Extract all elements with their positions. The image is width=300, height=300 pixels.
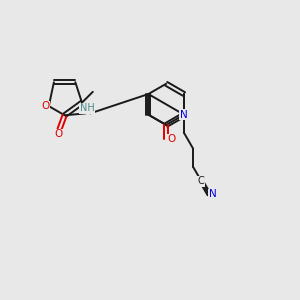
Text: C: C [197, 176, 204, 186]
Text: N: N [209, 190, 217, 200]
Text: NH: NH [80, 103, 94, 113]
Text: O: O [41, 101, 50, 111]
Text: O: O [55, 129, 63, 139]
Text: N: N [180, 110, 187, 120]
Text: O: O [167, 134, 175, 144]
